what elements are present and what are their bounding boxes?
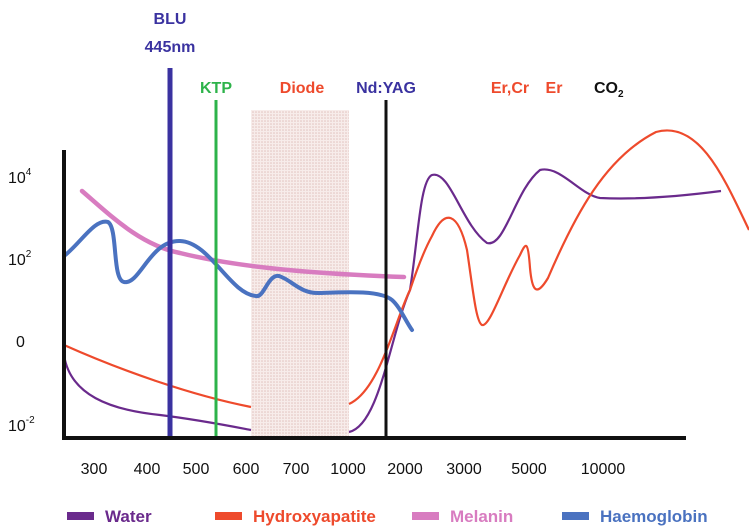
x-tick-label: 2000 [387,461,423,478]
x-tick-label: 10000 [581,461,626,478]
haemoglobin-curve [62,219,414,332]
x-tick-labels: 300 400 500 600 700 1000 2000 3000 5000 10000 [81,461,626,478]
legend-swatch [412,512,439,520]
legend-swatch [67,512,94,520]
legend-label: Water [105,507,152,526]
x-tick-label: 5000 [511,461,547,478]
y-tick-label: 102 [8,249,32,269]
melanin-curve [79,188,407,280]
blu-laser-label: BLU [154,11,187,28]
y-tick-label: 10-2 [8,415,35,435]
diode-laser-label: Diode [280,80,325,97]
er-laser-label: Er [546,80,563,97]
x-tick-label: 400 [134,461,161,478]
hydroxyapatite-curve [348,129,749,406]
hydroxyapatite-curve [63,343,252,409]
water-curve [62,354,252,432]
legend-swatch [562,512,589,520]
y-tick-labels: 104 102 0 10-2 [8,167,35,435]
x-tick-label: 1000 [330,461,366,478]
blu-laser-wavelength: 445nm [145,39,196,56]
x-tick-label: 300 [81,461,108,478]
co2-laser-label: CO2 [594,80,624,100]
x-tick-label: 600 [233,461,260,478]
ercr-laser-label: Er,Cr [491,80,529,97]
series-curves [62,129,749,434]
x-tick-label: 500 [183,461,210,478]
x-tick-label: 700 [283,461,310,478]
legend-label: Haemoglobin [600,507,708,526]
legend: Water Hydroxyapatite Melanin Haemoglobin [67,507,708,526]
x-tick-label: 3000 [446,461,482,478]
legend-swatch [215,512,242,520]
ktp-laser-label: KTP [200,80,232,97]
ndyag-laser-label: Nd:YAG [356,80,416,97]
y-tick-label: 104 [8,167,32,187]
legend-label: Melanin [450,507,513,526]
legend-label: Hydroxyapatite [253,507,376,526]
y-tick-label: 0 [16,334,25,351]
